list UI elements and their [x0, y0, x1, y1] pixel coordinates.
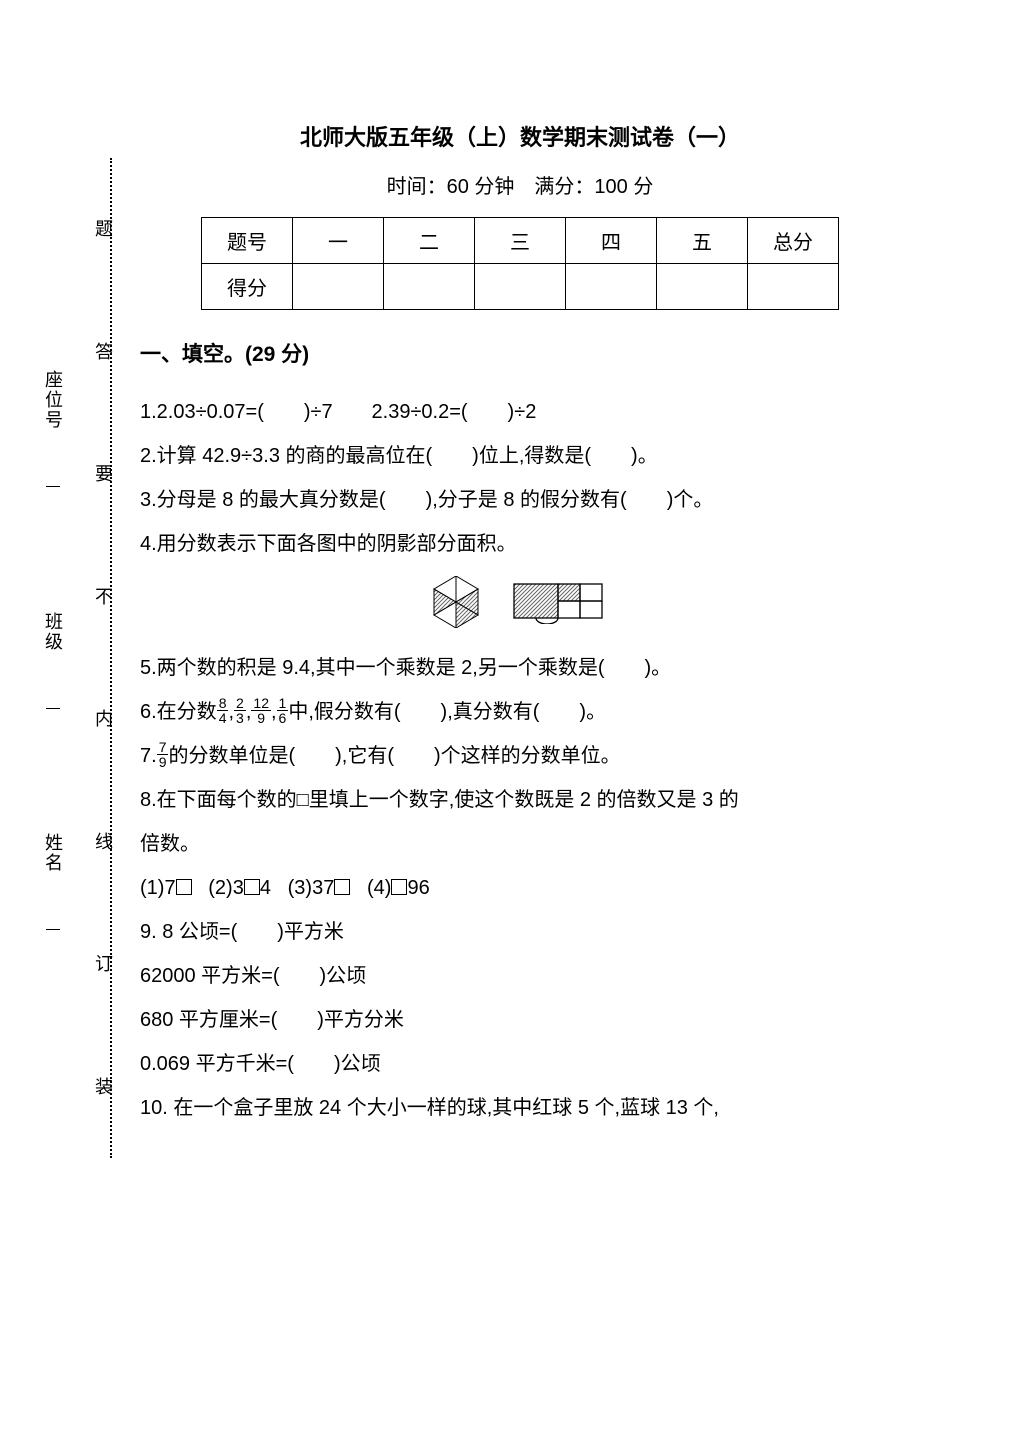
side-char: 订 [90, 954, 116, 978]
question-6: 6.在分数84,23,129,16中,假分数有( ),真分数有( )。 [140, 690, 900, 734]
q8-item: (2)3 [208, 877, 244, 899]
section-1-heading: 一、填空。(29 分) [140, 338, 900, 368]
question-9c: 680 平方厘米=( )平方分米 [140, 998, 900, 1042]
side-char: 不 [90, 587, 116, 611]
question-8-line1: 8.在下面每个数的□里填上一个数字,使这个数既是 2 的倍数又是 3 的 [140, 778, 900, 822]
question-9b: 62000 平方米=( )公顷 [140, 954, 900, 998]
side-char: 装 [90, 1077, 116, 1101]
question-3: 3.分母是 8 的最大真分数是( ),分子是 8 的假分数有( )个。 [140, 478, 900, 522]
side-char: 要 [90, 464, 116, 488]
q6-post: 中,假分数有( ),真分数有( )。 [288, 701, 606, 723]
exam-title: 北师大版五年级（上）数学期末测试卷（一） [140, 120, 900, 152]
score-header: 总分 [748, 218, 839, 264]
question-5: 5.两个数的积是 9.4,其中一个乘数是 2,另一个乘数是( )。 [140, 646, 900, 690]
grid-figure [512, 580, 612, 624]
side-char: 线 [90, 832, 116, 856]
student-info-labels: 姓名 班级 座位号 [40, 370, 66, 930]
q7-post: 的分数单位是( ),它有( )个这样的分数单位。 [168, 745, 620, 767]
name-label: 姓名 [40, 833, 66, 873]
q8-item: 96 [407, 877, 429, 899]
question-1: 1.2.03÷0.07=( )÷7 2.39÷0.2=( )÷2 [140, 390, 900, 434]
binding-line-text: 装 订 线 内 不 要 答 题 [90, 170, 116, 1150]
side-char: 答 [90, 342, 116, 366]
question-8-line2: 倍数。 [140, 822, 900, 866]
side-char: 题 [90, 219, 116, 243]
q7-pre: 7. [140, 745, 157, 767]
blank-box [391, 879, 407, 895]
q8-item: 4 [260, 877, 271, 899]
score-cell [293, 264, 384, 310]
question-10: 10. 在一个盒子里放 24 个大小一样的球,其中红球 5 个,蓝球 13 个, [140, 1086, 900, 1130]
q8-item: (1)7 [140, 877, 176, 899]
score-header: 一 [293, 218, 384, 264]
q8-item: (3)37 [288, 877, 335, 899]
score-cell [384, 264, 475, 310]
question-9d: 0.069 平方千米=( )公顷 [140, 1042, 900, 1086]
seat-label: 座位号 [40, 370, 66, 430]
hexagon-figure [428, 576, 484, 628]
class-label: 班级 [40, 612, 66, 652]
question-8-items: (1)7 (2)3 4 (3)37 (4) 96 [140, 866, 900, 910]
score-header: 题号 [202, 218, 293, 264]
q1-part-b: 2.39÷0.2=( )÷2 [372, 401, 537, 423]
q1-part-a: 1.2.03÷0.07=( )÷7 [140, 401, 333, 423]
fraction: 129 [251, 696, 271, 725]
q8-item: (4) [367, 877, 391, 899]
blank-box [334, 879, 350, 895]
question-4: 4.用分数表示下面各图中的阴影部分面积。 [140, 522, 900, 566]
class-blank [46, 654, 60, 709]
fraction: 79 [157, 740, 169, 769]
score-header: 四 [566, 218, 657, 264]
seat-blank [46, 432, 60, 487]
fraction: 16 [277, 696, 289, 725]
fraction: 84 [217, 696, 229, 725]
question-7: 7.79的分数单位是( ),它有( )个这样的分数单位。 [140, 734, 900, 778]
page-content: 北师大版五年级（上）数学期末测试卷（一） 时间：60 分钟 满分：100 分 题… [140, 120, 900, 1130]
score-cell [566, 264, 657, 310]
score-table: 题号 一 二 三 四 五 总分 得分 [201, 217, 839, 310]
score-cell [475, 264, 566, 310]
side-char: 内 [90, 709, 116, 733]
score-header: 五 [657, 218, 748, 264]
score-cell [657, 264, 748, 310]
question-4-figures [140, 576, 900, 628]
fraction: 23 [234, 696, 246, 725]
blank-box [176, 879, 192, 895]
blank-box [244, 879, 260, 895]
score-cell [748, 264, 839, 310]
score-header: 二 [384, 218, 475, 264]
name-blank [46, 875, 60, 930]
question-9a: 9. 8 公顷=( )平方米 [140, 910, 900, 954]
q6-pre: 6.在分数 [140, 701, 217, 723]
question-2: 2.计算 42.9÷3.3 的商的最高位在( )位上,得数是( )。 [140, 434, 900, 478]
exam-subtitle: 时间：60 分钟 满分：100 分 [140, 170, 900, 199]
score-row-label: 得分 [202, 264, 293, 310]
score-header: 三 [475, 218, 566, 264]
